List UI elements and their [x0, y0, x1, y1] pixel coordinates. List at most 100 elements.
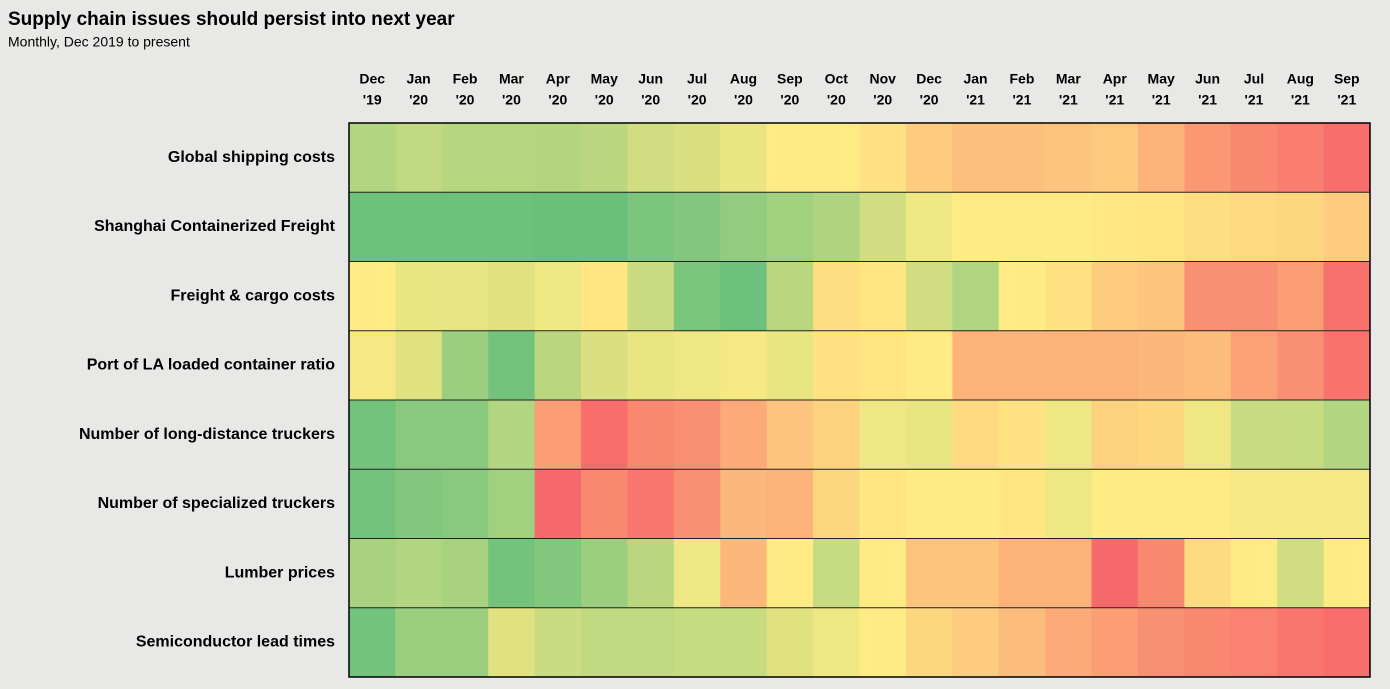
- x-tick-label: Jan: [407, 71, 431, 87]
- heat-cell: [1277, 192, 1325, 262]
- heat-cell: [488, 123, 536, 193]
- heat-cell: [627, 538, 675, 609]
- heat-cell: [859, 469, 907, 539]
- row-label: Lumber prices: [225, 564, 335, 581]
- x-tick-label: Nov: [869, 71, 896, 87]
- heat-cell: [395, 538, 443, 609]
- heat-cell: [998, 330, 1046, 401]
- heat-cell: [673, 123, 721, 193]
- heat-cell: [766, 400, 814, 470]
- heat-cell: [1184, 330, 1232, 401]
- heat-cell: [395, 192, 443, 262]
- heat-cell: [1045, 538, 1093, 609]
- heat-cell: [1323, 469, 1371, 539]
- heat-cell: [349, 261, 396, 332]
- heat-cell: [1045, 400, 1093, 470]
- heat-cell: [1091, 538, 1139, 609]
- heat-cell: [627, 330, 675, 401]
- heat-cell: [349, 607, 396, 678]
- heat-cell: [1323, 607, 1371, 678]
- heat-cell: [1230, 261, 1278, 332]
- x-tick-label: Mar: [1056, 71, 1081, 87]
- heat-cell: [905, 192, 953, 262]
- heat-cell: [720, 123, 768, 193]
- x-tick-label: '21: [1198, 92, 1217, 108]
- heat-cell: [349, 123, 396, 193]
- heat-cell: [581, 607, 628, 678]
- heat-cell: [1323, 330, 1371, 401]
- heat-cell: [720, 538, 768, 609]
- heat-cell: [395, 123, 443, 193]
- heat-cell: [859, 607, 907, 678]
- heat-cell: [581, 261, 628, 332]
- heat-cell: [720, 469, 768, 539]
- x-tick-label: Apr: [1103, 71, 1128, 87]
- heat-cell: [441, 469, 489, 539]
- heat-cell: [1137, 607, 1185, 678]
- heat-cell: [488, 469, 536, 539]
- heat-cell: [720, 192, 768, 262]
- heat-cell: [534, 330, 582, 401]
- heat-cell: [488, 192, 536, 262]
- heat-cell: [952, 192, 1000, 262]
- heat-cell: [1137, 192, 1185, 262]
- heat-cell: [1137, 330, 1185, 401]
- heat-cell: [1230, 123, 1278, 193]
- heat-cell: [627, 400, 675, 470]
- heat-cell: [720, 400, 768, 470]
- x-tick-label: '20: [780, 92, 799, 108]
- heat-cell: [441, 261, 489, 332]
- heat-cell: [1277, 330, 1325, 401]
- heat-cell: [1091, 192, 1139, 262]
- heat-cell: [441, 123, 489, 193]
- heat-cell: [905, 607, 953, 678]
- heat-cell: [720, 607, 768, 678]
- heat-cell: [1045, 607, 1093, 678]
- heat-cell: [1184, 261, 1232, 332]
- heat-cell: [766, 538, 814, 609]
- heat-cell: [720, 330, 768, 401]
- heat-cell: [952, 607, 1000, 678]
- x-tick-label: Jul: [1244, 71, 1264, 87]
- heat-cell: [766, 469, 814, 539]
- heat-cell: [1184, 123, 1232, 193]
- heat-cell: [395, 261, 443, 332]
- heat-cell: [488, 607, 536, 678]
- heat-cell: [673, 469, 721, 539]
- heat-cell: [581, 469, 628, 539]
- x-tick-label: Sep: [777, 71, 803, 87]
- heat-cell: [673, 400, 721, 470]
- heat-cell: [395, 469, 443, 539]
- heat-cell: [1323, 261, 1371, 332]
- x-tick-label: Aug: [1287, 71, 1314, 87]
- row-label: Freight & cargo costs: [171, 287, 336, 304]
- x-tick-label: Sep: [1334, 71, 1360, 87]
- row-label: Number of long-distance truckers: [79, 426, 335, 443]
- heat-cell: [441, 400, 489, 470]
- x-tick-label: '19: [363, 92, 382, 108]
- x-tick-label: '20: [595, 92, 614, 108]
- heat-cell: [813, 123, 860, 193]
- heat-cell: [1323, 123, 1371, 193]
- heat-cell: [673, 192, 721, 262]
- heat-cell: [1091, 261, 1139, 332]
- heat-cell: [673, 330, 721, 401]
- heat-cell: [581, 123, 628, 193]
- heat-cell: [488, 400, 536, 470]
- heat-cell: [766, 192, 814, 262]
- heat-cell: [673, 607, 721, 678]
- heat-cell: [1137, 400, 1185, 470]
- x-tick-label: '20: [827, 92, 846, 108]
- heat-cell: [673, 538, 721, 609]
- heat-cell: [905, 469, 953, 539]
- heat-cell: [534, 192, 582, 262]
- x-tick-label: Feb: [453, 71, 478, 87]
- chart-title: Supply chain issues should persist into …: [8, 9, 455, 30]
- heat-cell: [813, 261, 860, 332]
- heat-cell: [1184, 192, 1232, 262]
- x-tick-label: Apr: [546, 71, 571, 87]
- heat-cell: [581, 538, 628, 609]
- row-label: Shanghai Containerized Freight: [94, 218, 336, 235]
- heat-cell: [1230, 538, 1278, 609]
